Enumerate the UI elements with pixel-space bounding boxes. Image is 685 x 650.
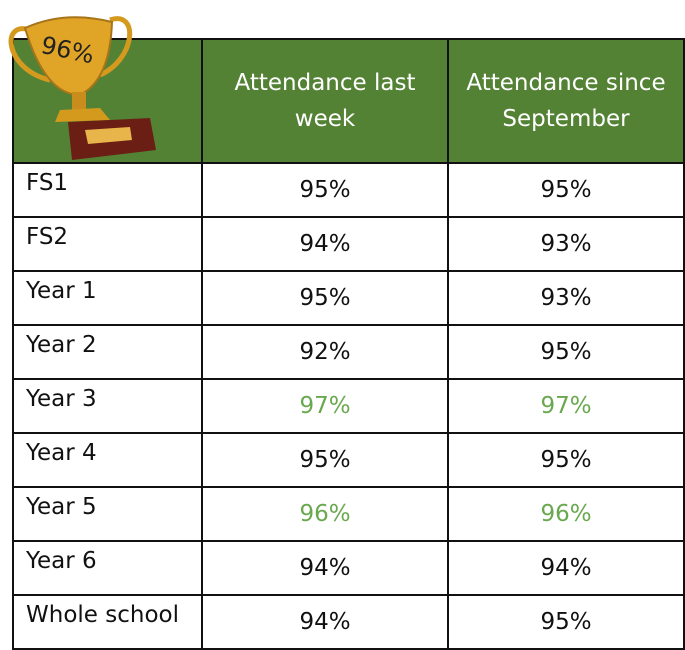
- attendance-value: 97%: [448, 379, 684, 433]
- attendance-value: 95%: [202, 433, 448, 487]
- row-label: Year 4: [13, 433, 202, 487]
- page: Attendance last week Attendance since Se…: [0, 0, 685, 615]
- attendance-value: 92%: [202, 325, 448, 379]
- attendance-value: 96%: [202, 487, 448, 541]
- attendance-value: 95%: [448, 595, 684, 649]
- attendance-value: 95%: [448, 325, 684, 379]
- attendance-value: 94%: [202, 595, 448, 649]
- attendance-value: 97%: [202, 379, 448, 433]
- row-label: Year 6: [13, 541, 202, 595]
- attendance-value: 96%: [448, 487, 684, 541]
- attendance-value: 93%: [448, 271, 684, 325]
- row-label: FS1: [13, 163, 202, 217]
- attendance-value: 94%: [448, 541, 684, 595]
- attendance-value: 95%: [202, 271, 448, 325]
- attendance-value: 94%: [202, 217, 448, 271]
- row-label: FS2: [13, 217, 202, 271]
- row-label: Year 1: [13, 271, 202, 325]
- row-label: Year 2: [13, 325, 202, 379]
- header-cell: Attendance last week: [202, 39, 448, 163]
- attendance-value: 93%: [448, 217, 684, 271]
- attendance-value: 94%: [202, 541, 448, 595]
- attendance-value: 95%: [202, 163, 448, 217]
- attendance-value: 95%: [448, 163, 684, 217]
- row-label: Whole school: [13, 595, 202, 649]
- trophy-icon: 96%: [0, 0, 170, 170]
- attendance-value: 95%: [448, 433, 684, 487]
- header-cell: Attendance since September: [448, 39, 684, 163]
- row-label: Year 5: [13, 487, 202, 541]
- row-label: Year 3: [13, 379, 202, 433]
